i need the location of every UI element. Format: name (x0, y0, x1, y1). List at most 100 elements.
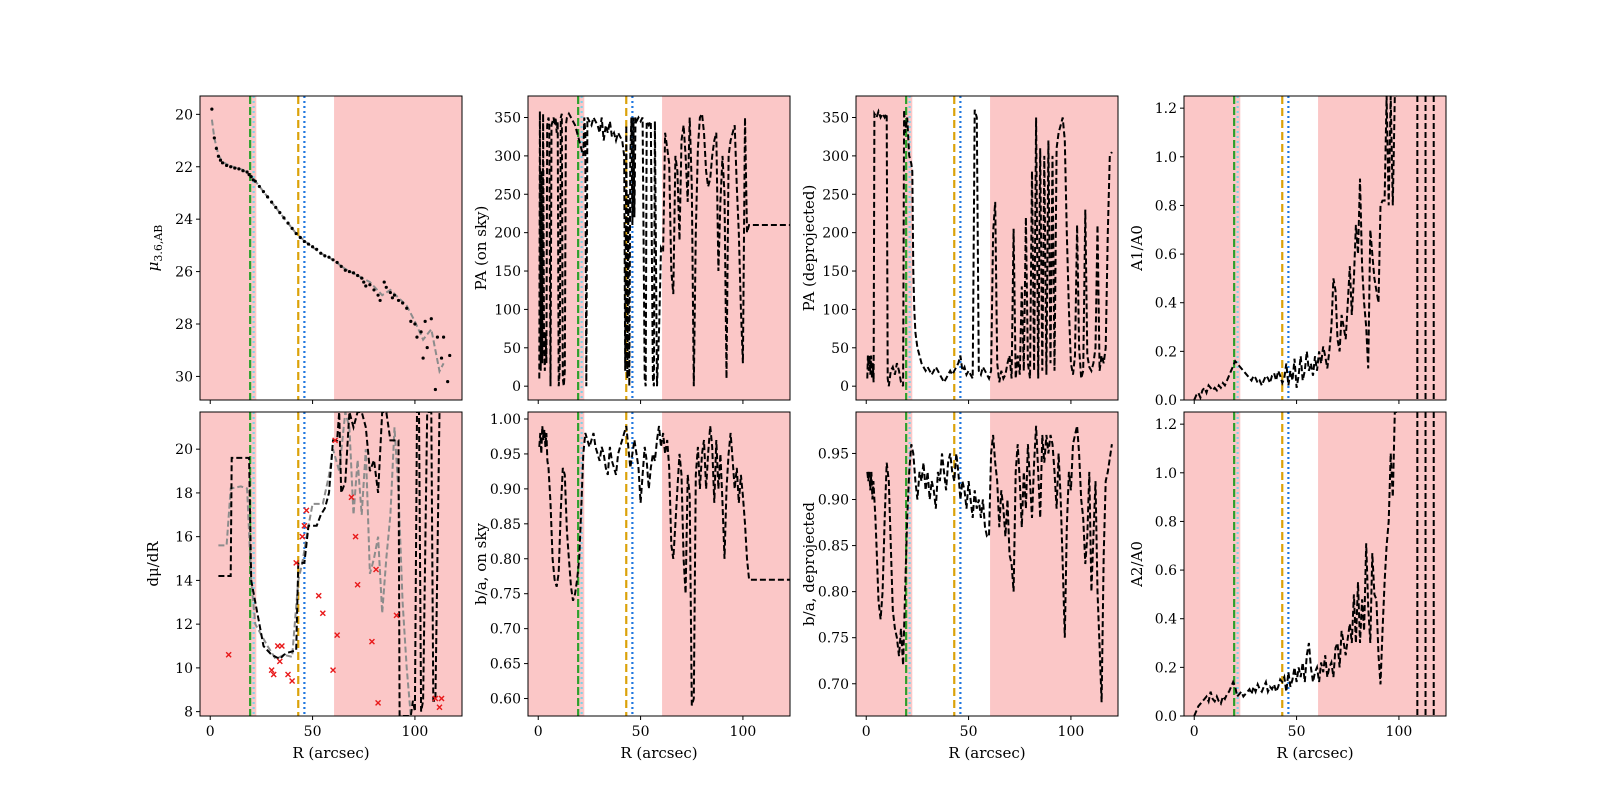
data-point (253, 179, 257, 183)
y-ticks: 0 50 100 150 200 250 300 350 (822, 110, 856, 395)
data-point (210, 107, 214, 111)
y-tick-label: 200 (494, 226, 521, 242)
data-point (306, 242, 311, 246)
data-point (339, 264, 343, 268)
data-point (315, 247, 319, 251)
red-x-marker (319, 610, 326, 617)
y-tick-label: 0.8 (1155, 514, 1177, 530)
data-point (376, 293, 380, 297)
y-tick-label: 0.75 (818, 631, 849, 647)
y-tick-label: 1.2 (1155, 101, 1177, 117)
x-tick-label: 0 (534, 724, 543, 740)
series-line-A2A0 (1193, 412, 1397, 716)
data-point (274, 205, 278, 209)
y-tick-label: 0.80 (818, 585, 849, 601)
data-point (435, 335, 440, 339)
y-tick-label: 8 (184, 705, 193, 721)
red-x-marker (334, 632, 341, 639)
panel-ba_deproj: 0.70 0.75 0.80 0.85 0.90 0.95 0 50 100 R (arcsec)… (800, 411, 1119, 762)
model-line (210, 119, 445, 375)
data-point (323, 254, 327, 258)
y-tick-label: 0.6 (1155, 247, 1177, 263)
y-tick-label: 0.8 (1155, 198, 1177, 214)
y-tick-label: 30 (175, 369, 193, 385)
y-tick-label: 0.4 (1155, 612, 1177, 628)
panel-mu: 20 22 24 26 28 30 μ3.6,AB (144, 95, 463, 404)
x-ticks (537, 400, 744, 404)
x-tick-label: 50 (960, 724, 978, 740)
shaded-region (528, 96, 585, 400)
y-tick-label: 22 (175, 160, 193, 176)
x-tick-label: 100 (730, 724, 757, 740)
y-tick-label: 0.2 (1155, 660, 1177, 676)
data-point (212, 136, 216, 140)
y-tick-label: 200 (822, 226, 849, 242)
red-x-marker (299, 533, 306, 540)
plot-area (856, 96, 1118, 400)
panel-pa_deproj: 0 50 100 150 200 250 300 350 PA (deprojected) (800, 95, 1119, 404)
red-x-marker (278, 643, 285, 650)
data-point (225, 163, 229, 168)
series-line-PA-on-sky (538, 110, 790, 387)
data-point (351, 271, 356, 275)
y-tick-label: 0.85 (818, 539, 849, 555)
axes-frame (1183, 95, 1447, 401)
data-point (310, 245, 315, 249)
y-tick-label: 24 (175, 212, 193, 228)
data-point (241, 169, 245, 173)
shaded-region (662, 412, 790, 716)
y-tick-label: 20 (175, 442, 193, 458)
data-point (347, 269, 352, 274)
panel-ba_sky: 0.60 0.65 0.70 0.75 0.80 0.85 0.90 0.95 1.00 0 50 1… (472, 411, 791, 762)
y-ticks: 8 10 12 14 16 18 20 (175, 442, 200, 721)
y-tick-label: 1.2 (1155, 417, 1177, 433)
data-point (218, 158, 223, 162)
x-tick-label: 100 (1386, 724, 1413, 740)
data-point (302, 239, 306, 244)
y-axis-label: A1/A0 (1128, 225, 1146, 272)
y-tick-label: 14 (175, 573, 193, 589)
y-tick-label: 0.2 (1155, 344, 1177, 360)
x-ticks: 0 50 100 (1190, 716, 1413, 740)
x-axis-label: R (arcsec) (1276, 744, 1353, 762)
data-point (233, 166, 237, 170)
y-tick-label: 1.00 (490, 412, 521, 428)
y-tick-label: 300 (494, 149, 521, 165)
y-tick-label: 0.80 (490, 552, 521, 568)
y-axis-label: PA (deprojected) (800, 185, 818, 312)
plot-area (856, 412, 1118, 716)
data-point (446, 380, 450, 384)
x-ticks (209, 400, 416, 404)
data-point (286, 221, 290, 225)
red-x-marker (301, 522, 308, 529)
shaded-region (528, 412, 585, 716)
y-tick-label: 18 (175, 486, 193, 502)
y-tick-label: 0.6 (1155, 563, 1177, 579)
axes-frame (199, 95, 463, 401)
data-point (392, 293, 397, 297)
y-tick-label: 0.0 (1155, 393, 1177, 409)
series-line-A1A0 (1193, 96, 1397, 400)
red-x-marker (352, 533, 359, 540)
red-x-marker (270, 671, 277, 678)
shaded-region (990, 412, 1118, 716)
data-point (327, 255, 331, 259)
panel-a1: 0.0 0.2 0.4 0.6 0.8 1.0 1.2 A1/A0 (1128, 95, 1447, 409)
data-point (439, 356, 444, 360)
data-point (319, 251, 323, 255)
data-point (378, 298, 382, 303)
y-tick-label: 28 (175, 317, 193, 333)
y-tick-label: 0.65 (490, 657, 521, 673)
x-tick-label: 0 (206, 724, 215, 740)
axes-frame (527, 411, 791, 717)
plot-area (528, 96, 790, 400)
series-line-ba-on-sky (538, 425, 790, 706)
x-ticks (865, 400, 1072, 404)
data-point (343, 268, 347, 272)
data-point (362, 280, 366, 284)
y-tick-label: 12 (175, 617, 193, 633)
y-tick-label: 250 (822, 187, 849, 203)
x-tick-label: 100 (402, 724, 429, 740)
y-tick-label: 0.85 (490, 517, 521, 533)
data-point (247, 173, 251, 177)
